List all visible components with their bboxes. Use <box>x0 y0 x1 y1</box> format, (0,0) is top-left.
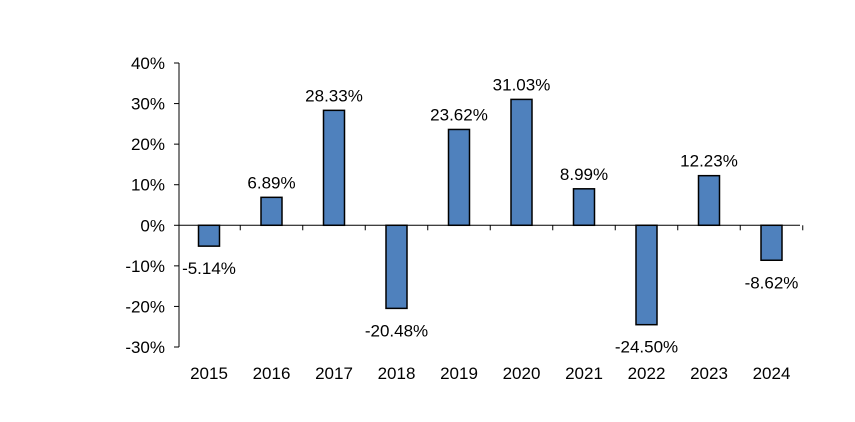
data-label-2023: 12.23% <box>680 152 738 171</box>
bar-2015 <box>197 224 221 247</box>
bar-2021 <box>572 188 596 227</box>
y-axis: 40% 30% 20% 10% 0% -10% -20% -30% <box>125 54 180 357</box>
x-tick-label: 2021 <box>565 364 603 383</box>
data-label-2021: 8.99% <box>560 165 608 184</box>
x-tick-label: 2022 <box>628 364 666 383</box>
y-tick-label: -10% <box>125 257 165 276</box>
x-tick-labels: 2015 2016 2017 2018 2019 2020 2021 2022 2023 2024 <box>190 364 790 383</box>
x-tick-label: 2015 <box>190 364 228 383</box>
bar-2020 <box>510 98 533 227</box>
x-tick-label: 2017 <box>315 364 353 383</box>
data-labels: -5.14% 6.89% 28.33% -20.48% 23.62% 31.03% 8.99… <box>182 75 798 356</box>
x-tick-label: 2019 <box>440 364 478 383</box>
data-label-2020: 31.03% <box>493 75 551 94</box>
bar-2018 <box>385 224 408 310</box>
x-tick-label: 2016 <box>253 364 291 383</box>
y-tick-label: -20% <box>125 297 165 316</box>
bar-2022 <box>635 224 658 326</box>
x-tick-label: 2023 <box>690 364 728 383</box>
data-label-2024: -8.62% <box>745 273 799 292</box>
data-label-2022: -24.50% <box>615 338 678 357</box>
y-tick-label: 20% <box>131 135 165 154</box>
y-tick-label: 0% <box>140 216 165 235</box>
x-tick-label: 2024 <box>753 364 791 383</box>
bars-group <box>197 98 783 326</box>
data-label-2018: -20.48% <box>365 321 428 340</box>
bar-2023 <box>697 174 721 227</box>
x-axis <box>179 224 804 231</box>
x-tick-label: 2018 <box>378 364 416 383</box>
data-label-2015: -5.14% <box>182 259 236 278</box>
bar-2019 <box>447 128 471 227</box>
bar-2024 <box>760 224 783 262</box>
y-tick-label: 10% <box>131 176 165 195</box>
y-tick-label: 40% <box>131 54 165 73</box>
data-label-2016: 6.89% <box>247 173 295 192</box>
bar-2016 <box>260 196 283 227</box>
y-tick-label: 30% <box>131 95 165 114</box>
bar-2017 <box>322 109 346 227</box>
data-label-2017: 28.33% <box>305 86 363 105</box>
y-tick-label: -30% <box>125 338 165 357</box>
data-label-2019: 23.62% <box>430 105 488 124</box>
x-tick-label: 2020 <box>503 364 541 383</box>
